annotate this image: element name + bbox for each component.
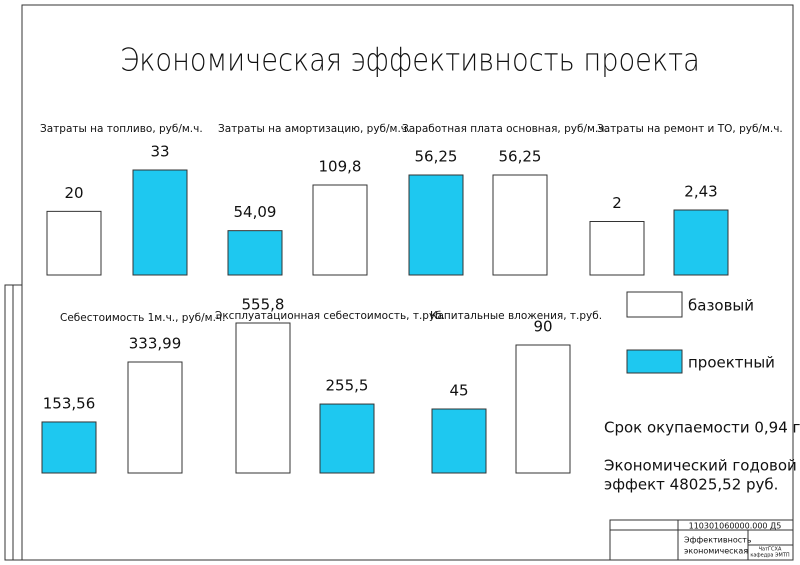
value-label: 54,09	[234, 203, 277, 221]
bar	[227, 230, 283, 276]
note: Экономический годовой	[604, 457, 797, 475]
value-label: 90	[533, 318, 552, 336]
chart-title: Себестоимость 1м.ч., руб/м.ч.	[60, 312, 225, 324]
legend-label: проектный	[688, 354, 775, 372]
bar	[127, 361, 183, 474]
stamp-name: экономическая	[684, 547, 748, 556]
value-label: 2,43	[684, 183, 717, 201]
chart-title: Капитальные вложения, т.руб.	[430, 310, 602, 322]
chart-title: Затраты на амортизацию, руб/м.ч.	[218, 123, 410, 135]
bar	[589, 221, 645, 276]
chart-title: Эксплуатационная себестоимость, т.руб.	[215, 310, 445, 322]
frame	[21, 4, 794, 561]
value-label: 20	[64, 184, 83, 202]
main-title: Экономическая эффективность проекта	[120, 42, 700, 78]
value-label: 255,5	[326, 377, 369, 395]
note: эффект 48025,52 руб.	[604, 476, 778, 494]
stamp-org: ЧатГСХА	[759, 547, 782, 553]
value-label: 109,8	[319, 158, 362, 176]
stamp-org: кафедра ЭМТП	[750, 553, 790, 559]
stamp-box	[609, 519, 794, 561]
bar	[408, 174, 464, 276]
bar	[319, 403, 375, 474]
chart-title: Затраты на топливо, руб/м.ч.	[40, 123, 203, 135]
legend-label: базовый	[688, 297, 754, 315]
chart-title: Затраты на ремонт и ТО, руб/м.ч.	[597, 123, 783, 135]
note: Срок окупаемости 0,94 года	[604, 419, 800, 437]
bar	[46, 210, 102, 276]
bar	[132, 169, 188, 276]
title-block: 110301060000.000 Д5 Эффективность эконом…	[609, 519, 794, 561]
value-label: 33	[150, 143, 169, 161]
bar	[431, 408, 487, 474]
value-label: 333,99	[129, 335, 182, 353]
value-label: 45	[449, 382, 468, 400]
bar	[41, 421, 97, 474]
bar	[312, 184, 368, 276]
value-label: 153,56	[43, 394, 96, 412]
bar	[235, 322, 291, 474]
chart-title: Заработная плата основная, руб/м.ч.	[402, 123, 608, 135]
legend-swatch	[626, 349, 683, 374]
bar	[515, 344, 571, 474]
value-label: 56,25	[415, 148, 458, 166]
value-label: 2	[612, 194, 622, 212]
stamp-code: 110301060000.000 Д5	[689, 522, 782, 531]
bar	[492, 174, 548, 276]
value-label: 56,25	[499, 148, 542, 166]
stamp-name: Эффективность	[684, 536, 752, 545]
legend-swatch	[626, 291, 683, 318]
value-label: 555,8	[242, 296, 285, 314]
bar	[673, 209, 729, 276]
